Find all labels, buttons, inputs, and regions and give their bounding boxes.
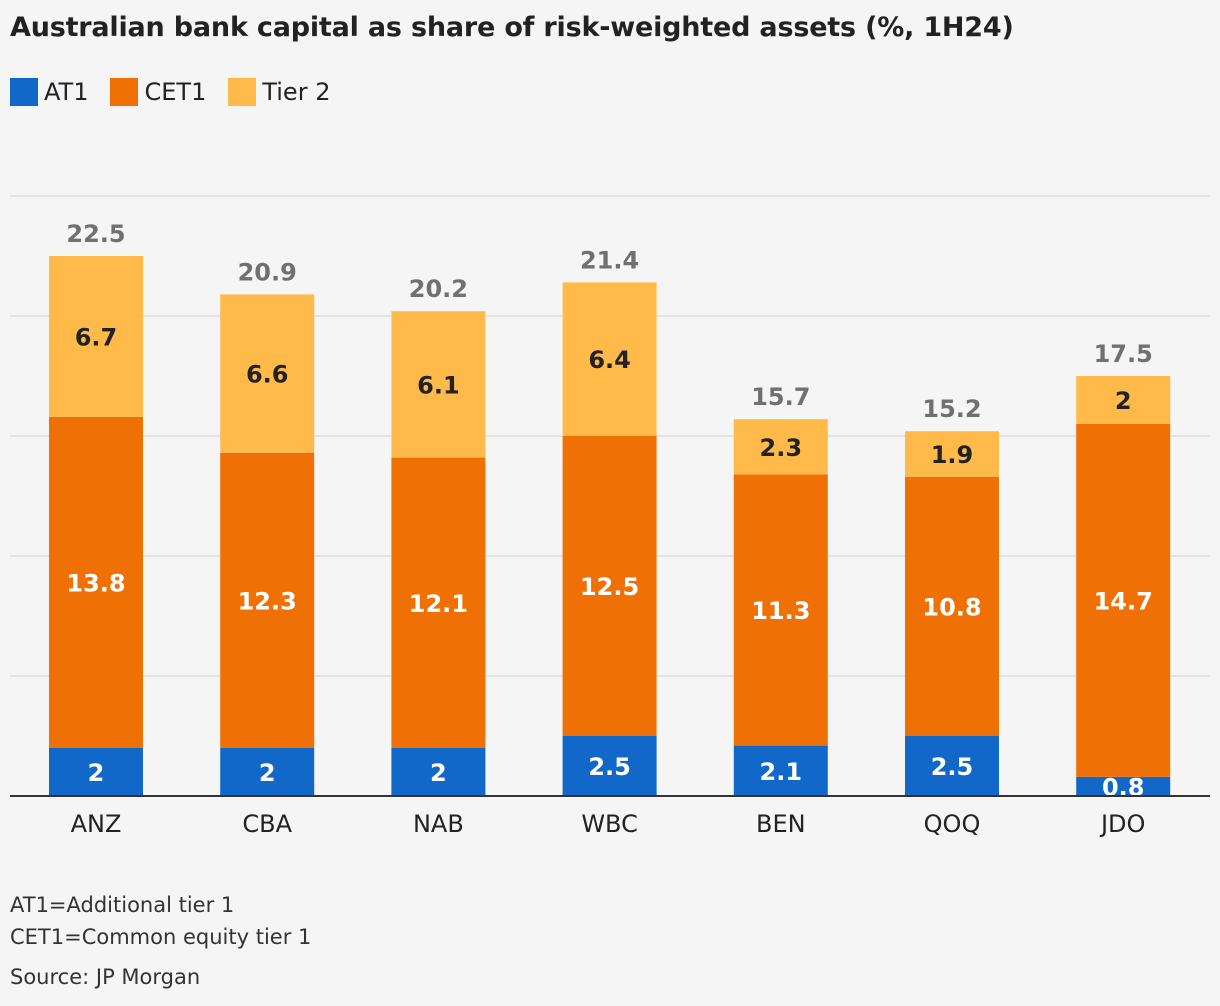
data-label-anz-cet1: 13.8	[66, 569, 125, 597]
bar-qoq-cet1	[905, 476, 999, 736]
bar-wbc-tier-2	[562, 282, 657, 436]
bar-ben-at1	[733, 745, 828, 796]
legend-label-cet1: CET1	[144, 78, 207, 106]
data-label-nab-at1: 2	[430, 759, 447, 787]
data-label-ben-at1: 2.1	[760, 758, 803, 786]
bar-ben-cet1	[733, 474, 828, 746]
bar-anz-cet1	[49, 416, 143, 748]
bar-nab-tier-2	[391, 311, 486, 458]
bar-wbc-at1	[562, 736, 657, 796]
data-label-nab-tier-2: 6.1	[417, 371, 460, 399]
legend: AT1 CET1 Tier 2	[10, 76, 352, 108]
data-label-qoq-at1: 2.5	[931, 753, 974, 781]
stacked-bar-chart: 213.86.722.5ANZ212.36.620.9CBA212.16.120…	[10, 195, 1210, 838]
bar-qoq-at1	[905, 736, 999, 796]
data-label-ben-tier-2: 2.3	[760, 434, 803, 462]
note-at1: AT1=Additional tier 1	[10, 893, 235, 917]
data-label-jdo-tier-2: 2	[1115, 387, 1132, 415]
bar-anz-tier-2	[49, 256, 143, 417]
data-label-wbc-at1: 2.5	[588, 753, 631, 781]
total-label-cba: 20.9	[238, 258, 297, 286]
bar-wbc-cet1	[562, 436, 657, 736]
chart-title: Australian bank capital as share of risk…	[10, 12, 1014, 43]
bar-cba-at1	[220, 748, 315, 796]
bar-jdo-at1	[1076, 776, 1171, 796]
legend-item-cet1: CET1	[110, 78, 206, 106]
legend-label-at1: AT1	[44, 78, 89, 106]
total-label-qoq: 15.2	[922, 395, 981, 423]
x-tick-label-cba: CBA	[242, 810, 292, 838]
x-tick-label-wbc: WBC	[581, 810, 638, 838]
data-label-jdo-cet1: 14.7	[1094, 587, 1153, 615]
chart-source: Source: JP Morgan	[10, 965, 201, 989]
data-label-anz-tier-2: 6.7	[75, 323, 118, 351]
legend-label-tier2: Tier 2	[262, 78, 331, 106]
bar-anz-at1	[49, 748, 143, 796]
legend-swatch-tier2	[228, 78, 257, 106]
data-label-anz-at1: 2	[88, 759, 105, 787]
data-label-ben-cet1: 11.3	[751, 597, 810, 625]
bar-cba-tier-2	[220, 294, 315, 453]
x-tick-label-qoq: QOQ	[924, 810, 981, 838]
data-label-nab-cet1: 12.1	[409, 590, 468, 618]
x-tick-label-ben: BEN	[756, 810, 806, 838]
chart-notes: AT1=Additional tier 1 CET1=Common equity…	[10, 889, 311, 953]
bar-nab-cet1	[391, 457, 486, 748]
bar-jdo-tier-2	[1076, 376, 1171, 424]
total-label-jdo: 17.5	[1094, 340, 1153, 368]
bar-jdo-cet1	[1076, 424, 1171, 777]
x-tick-label-jdo: JDO	[1099, 810, 1145, 838]
data-label-qoq-tier-2: 1.9	[931, 441, 974, 469]
data-label-jdo-at1: 0.8	[1102, 773, 1145, 801]
legend-swatch-at1	[10, 78, 38, 106]
data-label-cba-cet1: 12.3	[238, 587, 297, 615]
bar-nab-at1	[391, 748, 486, 796]
total-label-nab: 20.2	[409, 275, 468, 303]
bar-qoq-tier-2	[905, 431, 999, 477]
total-label-ben: 15.7	[751, 383, 810, 411]
note-cet1: CET1=Common equity tier 1	[10, 925, 312, 949]
data-label-wbc-tier-2: 6.4	[588, 346, 631, 374]
total-label-wbc: 21.4	[580, 246, 639, 274]
data-label-wbc-cet1: 12.5	[580, 573, 639, 601]
total-label-anz: 22.5	[66, 220, 125, 248]
legend-item-at1: AT1	[10, 78, 88, 106]
data-label-cba-at1: 2	[259, 759, 276, 787]
data-label-cba-tier-2: 6.6	[246, 361, 289, 389]
bar-ben-tier-2	[733, 419, 828, 475]
legend-swatch-cet1	[110, 78, 139, 106]
legend-item-tier2: Tier 2	[228, 78, 330, 106]
x-tick-label-anz: ANZ	[71, 810, 122, 838]
bar-cba-cet1	[220, 452, 315, 748]
data-label-qoq-cet1: 10.8	[922, 593, 981, 621]
x-tick-label-nab: NAB	[413, 810, 464, 838]
